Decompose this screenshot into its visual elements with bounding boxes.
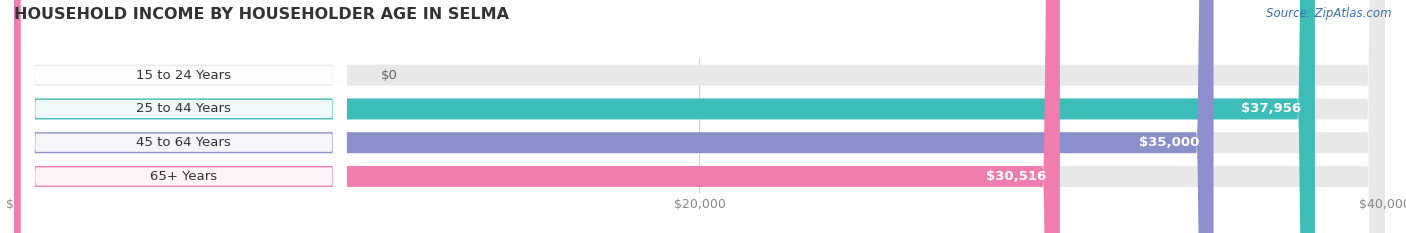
FancyBboxPatch shape bbox=[21, 0, 346, 233]
Text: $35,000: $35,000 bbox=[1139, 136, 1199, 149]
Text: $37,956: $37,956 bbox=[1241, 103, 1301, 115]
FancyBboxPatch shape bbox=[14, 0, 1385, 233]
Text: 45 to 64 Years: 45 to 64 Years bbox=[136, 136, 231, 149]
Text: 15 to 24 Years: 15 to 24 Years bbox=[136, 69, 231, 82]
Text: 25 to 44 Years: 25 to 44 Years bbox=[136, 103, 231, 115]
FancyBboxPatch shape bbox=[14, 0, 1385, 233]
Text: $30,516: $30,516 bbox=[986, 170, 1046, 183]
Text: $0: $0 bbox=[381, 69, 398, 82]
FancyBboxPatch shape bbox=[14, 0, 1060, 233]
FancyBboxPatch shape bbox=[14, 0, 1385, 233]
Text: 65+ Years: 65+ Years bbox=[150, 170, 218, 183]
Text: Source: ZipAtlas.com: Source: ZipAtlas.com bbox=[1267, 7, 1392, 20]
FancyBboxPatch shape bbox=[21, 0, 346, 233]
FancyBboxPatch shape bbox=[14, 0, 1385, 233]
FancyBboxPatch shape bbox=[14, 0, 1213, 233]
FancyBboxPatch shape bbox=[21, 0, 346, 233]
Text: HOUSEHOLD INCOME BY HOUSEHOLDER AGE IN SELMA: HOUSEHOLD INCOME BY HOUSEHOLDER AGE IN S… bbox=[14, 7, 509, 22]
FancyBboxPatch shape bbox=[21, 0, 346, 233]
FancyBboxPatch shape bbox=[14, 0, 1315, 233]
